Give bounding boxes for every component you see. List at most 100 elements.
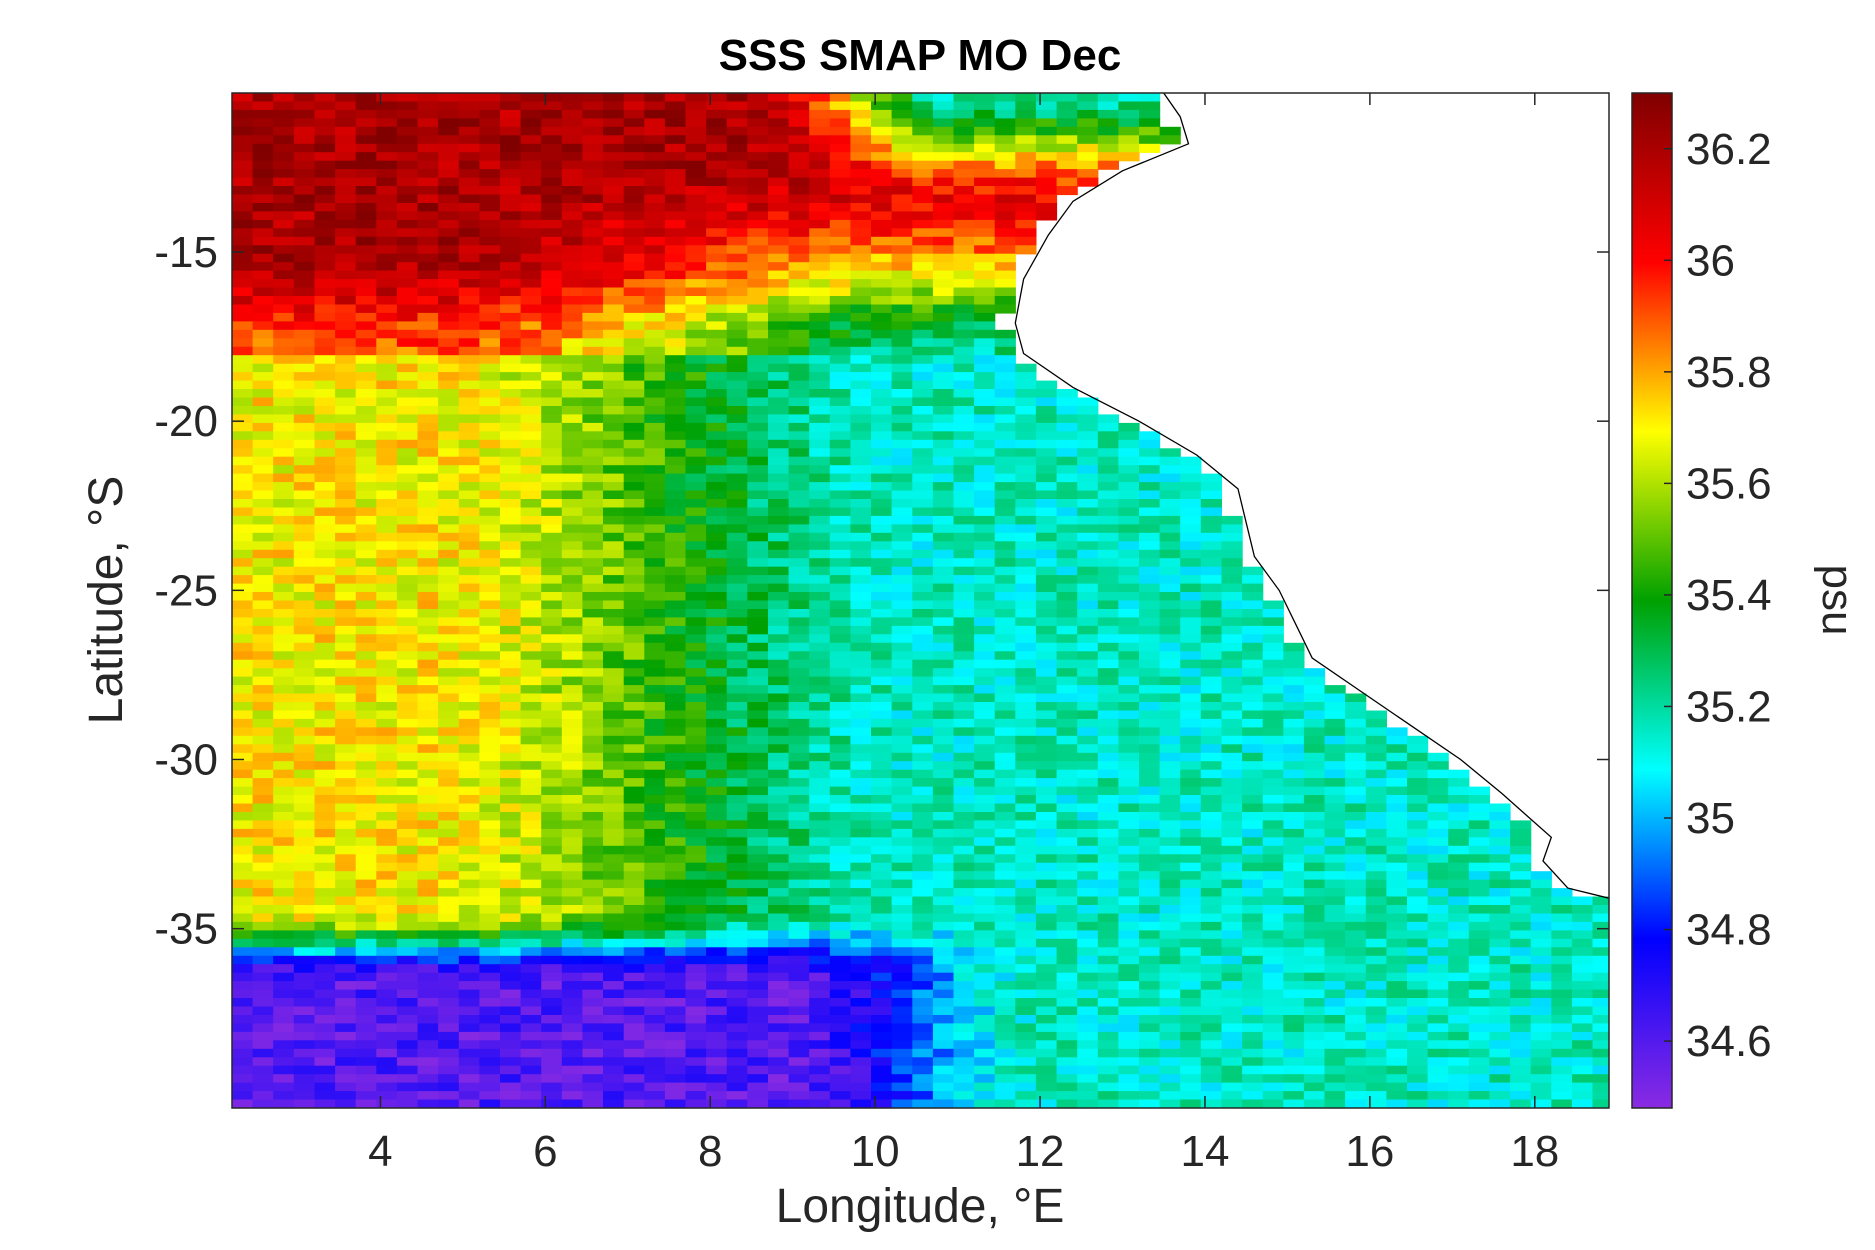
heatmap-cell (871, 296, 893, 306)
heatmap-cell (438, 109, 460, 119)
heatmap-cell (1283, 769, 1305, 779)
heatmap-cell (1077, 718, 1099, 728)
heatmap-cell (664, 837, 687, 847)
heatmap-cell (706, 642, 728, 652)
heatmap-cell (1551, 896, 1573, 906)
heatmap-cell (809, 143, 831, 153)
heatmap-cell (706, 913, 728, 923)
heatmap-cell (252, 101, 274, 111)
heatmap-cell (582, 854, 604, 864)
heatmap-cell (994, 126, 1016, 136)
heatmap-cell (273, 135, 295, 145)
heatmap-cell (417, 592, 439, 602)
heatmap-cell (850, 279, 872, 289)
heatmap-cell (932, 482, 955, 492)
heatmap-cell (644, 169, 666, 179)
heatmap-cell (685, 448, 707, 458)
heatmap-cell (871, 389, 893, 399)
heatmap-cell (541, 592, 563, 602)
heatmap-cell (335, 710, 357, 720)
heatmap-cell (891, 575, 913, 585)
heatmap-cell (335, 609, 357, 619)
heatmap-cell (1242, 642, 1264, 652)
heatmap-cell (232, 321, 254, 331)
heatmap-cell (747, 422, 769, 432)
heatmap-cell (293, 262, 315, 272)
heatmap-cell (1427, 786, 1449, 796)
heatmap-cell (1242, 812, 1264, 822)
heatmap-cell (912, 693, 934, 703)
heatmap-cell (1200, 938, 1222, 948)
heatmap-cell (623, 126, 645, 136)
heatmap-cell (994, 532, 1016, 542)
heatmap-cell (314, 693, 336, 703)
heatmap-cell (726, 439, 748, 449)
heatmap-cell (1118, 549, 1140, 559)
heatmap-cell (768, 431, 790, 441)
heatmap-cell (623, 406, 645, 416)
heatmap-cell (417, 109, 439, 119)
heatmap-cell (458, 186, 480, 196)
heatmap-cell (706, 389, 728, 399)
heatmap-cell (994, 642, 1016, 652)
heatmap-cell (273, 304, 295, 314)
heatmap-cell (273, 735, 295, 745)
heatmap-cell (994, 845, 1016, 855)
heatmap-cell (541, 871, 563, 881)
heatmap-cell (355, 634, 377, 644)
heatmap-cell (706, 329, 728, 339)
heatmap-cell (664, 752, 687, 762)
heatmap-cell (438, 448, 460, 458)
heatmap-cell (706, 583, 728, 593)
heatmap-cell (685, 600, 707, 610)
heatmap-cell (747, 549, 769, 559)
heatmap-cell (953, 338, 975, 348)
heatmap-cell (1077, 431, 1099, 441)
heatmap-cell (974, 482, 996, 492)
heatmap-cell (726, 414, 748, 424)
heatmap-cell (644, 177, 666, 187)
heatmap-cell (953, 625, 975, 635)
heatmap-cell (335, 431, 357, 441)
heatmap-cell (438, 219, 460, 229)
heatmap-cell (500, 558, 522, 568)
heatmap-cell (953, 930, 975, 940)
heatmap-cell (541, 211, 563, 221)
heatmap-cell (541, 642, 563, 652)
heatmap-cell (582, 490, 604, 500)
heatmap-cell (479, 625, 501, 635)
heatmap-cell (1242, 659, 1264, 669)
heatmap-cell (1345, 710, 1367, 720)
heatmap-cell (417, 414, 439, 424)
heatmap-cell (747, 752, 769, 762)
heatmap-cell (747, 329, 769, 339)
heatmap-cell (582, 355, 604, 365)
heatmap-cell (293, 812, 315, 822)
heatmap-cell (1407, 888, 1429, 898)
heatmap-cell (603, 651, 625, 661)
heatmap-cell (1510, 854, 1532, 864)
heatmap-cell (273, 448, 295, 458)
heatmap-cell (1139, 499, 1161, 509)
heatmap-cell (871, 355, 893, 365)
heatmap-cell (335, 905, 357, 915)
heatmap-cell (1221, 566, 1243, 576)
heatmap-cell (644, 803, 666, 813)
heatmap-cell (520, 541, 542, 551)
heatmap-cell (335, 279, 357, 289)
heatmap-cell (541, 921, 563, 931)
heatmap-cell (1180, 905, 1202, 915)
heatmap-cell (520, 329, 542, 339)
heatmap-cell (1283, 820, 1305, 830)
heatmap-cell (1262, 879, 1284, 889)
heatmap-cell (788, 938, 810, 948)
heatmap-cell (582, 109, 604, 119)
heatmap-cell (561, 194, 583, 204)
heatmap-cell (458, 642, 480, 652)
heatmap-cell (912, 820, 934, 830)
heatmap-cell (273, 549, 295, 559)
heatmap-cell (623, 490, 645, 500)
heatmap-cell (273, 668, 295, 678)
heatmap-cell (252, 93, 274, 103)
heatmap-cell (541, 905, 563, 915)
